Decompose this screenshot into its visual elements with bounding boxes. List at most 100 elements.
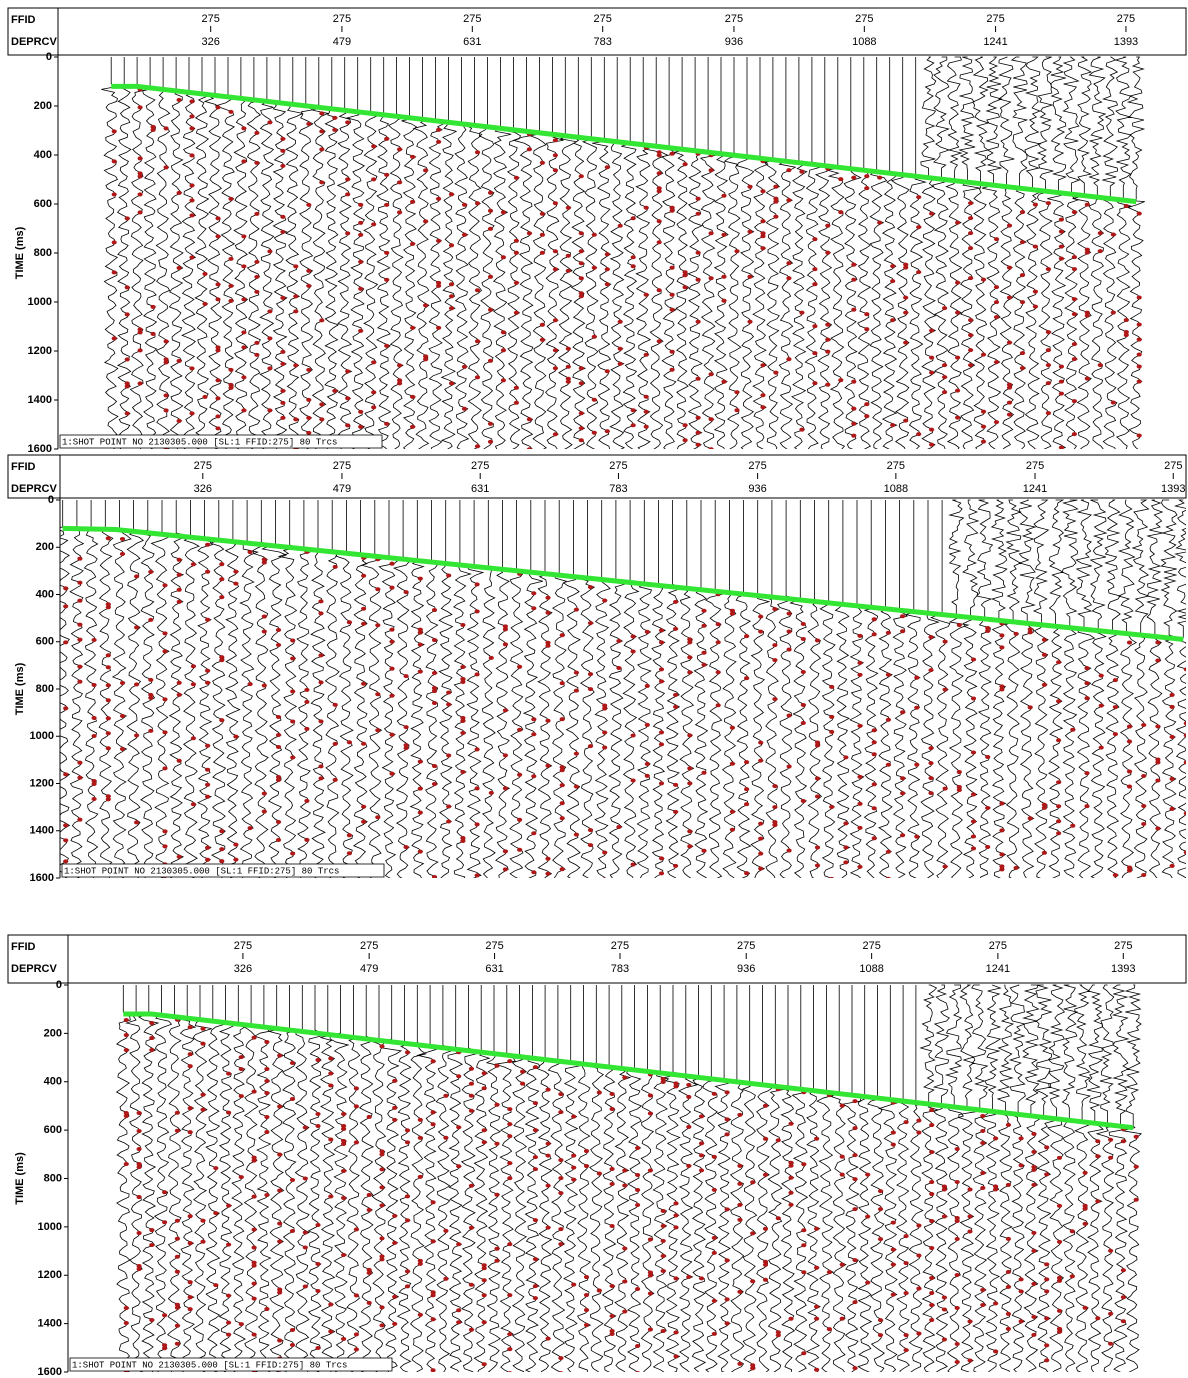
trace-fill (1041, 802, 1047, 807)
trace-fill (448, 294, 455, 299)
trace-fill (371, 390, 377, 395)
trace-fill (474, 444, 481, 449)
trace-fill (392, 1105, 398, 1110)
trace-fill (871, 836, 877, 841)
trace-fill (916, 195, 922, 200)
trace-fill (673, 1330, 679, 1335)
trace-fill (814, 863, 821, 868)
trace-fill (1044, 1316, 1050, 1321)
trace-fill (956, 788, 962, 793)
trace-fill (980, 1113, 986, 1118)
trace-fill (760, 246, 766, 251)
trace-fill (289, 1178, 296, 1183)
trace-fill (673, 1201, 679, 1206)
trace-fill (371, 144, 377, 149)
trace-fill (1041, 637, 1047, 642)
trace-fill (468, 1183, 474, 1188)
trace-fill (264, 1115, 270, 1120)
trace-fill (890, 1142, 896, 1147)
trace-fill (775, 1333, 781, 1338)
trace-fill (644, 629, 650, 634)
trace-fill (1082, 1206, 1088, 1211)
trace-fill (967, 1214, 973, 1219)
trace-fill (999, 801, 1005, 806)
trace-fill (729, 827, 736, 832)
trace-fill (431, 638, 438, 643)
trace-fill (760, 231, 766, 236)
trace-fill (750, 1279, 756, 1284)
trace-fill (162, 730, 168, 735)
trace-fill (565, 268, 571, 273)
trace-fill (91, 682, 97, 687)
trace-fill (1056, 1278, 1063, 1283)
y-tick-label: 1600 (30, 872, 54, 884)
trace-fill (775, 1216, 781, 1221)
trace-fill (578, 276, 584, 281)
x-tick-label: 479 (333, 36, 351, 48)
trace-fill (786, 848, 792, 853)
trace-fill (800, 720, 806, 725)
plot-area (101, 56, 1146, 449)
trace-fill (1120, 1319, 1126, 1324)
trace-fill (319, 147, 325, 152)
trace-fill (885, 717, 892, 722)
y-tick-label: 1000 (38, 1221, 62, 1233)
trace-fill (124, 216, 130, 221)
ffid-label: 275 (1164, 460, 1182, 472)
trace-fill (306, 430, 312, 435)
trace-fill (647, 1273, 654, 1278)
trace-fill (890, 1292, 896, 1297)
trace-fill (91, 637, 97, 642)
trace-fill (559, 717, 565, 722)
trace-fill (734, 249, 740, 254)
trace-fill (573, 751, 580, 756)
trace-fill (213, 1283, 219, 1288)
trace-fill (358, 424, 364, 429)
trace-fill (275, 744, 282, 749)
trace-fill (711, 1154, 717, 1159)
trace-fill (903, 1291, 909, 1296)
trace-fill (277, 1290, 283, 1295)
trace-fill (190, 682, 196, 687)
footer-text: 1:SHOT POINT NO 2130305.000 [SL:1 FFID:2… (64, 866, 339, 876)
trace-fill (448, 306, 455, 311)
trace-fill (929, 1192, 935, 1197)
trace-fill (162, 1220, 168, 1225)
trace-fill (772, 697, 778, 702)
trace-fill (851, 421, 857, 426)
trace-fill (105, 536, 111, 541)
trace-fill (656, 150, 662, 155)
trace-fill (319, 111, 325, 116)
trace-fill (137, 210, 143, 215)
trace-fill (353, 1104, 359, 1109)
trace-fill (431, 686, 438, 691)
trace-fill (460, 679, 466, 684)
trace-fill (660, 1079, 666, 1084)
trace-fill (609, 1314, 615, 1319)
trace-fill (871, 740, 877, 745)
trace-fill (827, 1372, 832, 1376)
trace-fill (852, 1207, 858, 1212)
trace-fill (985, 754, 991, 759)
trace-fill (532, 1284, 539, 1289)
trace-fill (430, 1317, 436, 1322)
trace-fill (150, 304, 156, 309)
trace-fill (695, 250, 701, 255)
trace-fill (660, 1238, 666, 1243)
trace-fill (928, 776, 934, 781)
trace-fill (353, 1347, 359, 1352)
trace-fill (77, 817, 83, 822)
trace-fill (318, 599, 324, 604)
trace-fill (481, 1266, 487, 1271)
trace-fill (630, 423, 636, 428)
trace-fill (150, 331, 156, 336)
trace-fill (328, 1194, 334, 1199)
trace-fill (851, 277, 857, 282)
trace-fill (111, 240, 117, 245)
trace-fill (293, 294, 299, 299)
trace-fill (900, 791, 906, 796)
trace-fill (747, 184, 753, 189)
trace-fill (190, 664, 196, 669)
trace-fill (500, 378, 506, 383)
trace-fill (306, 121, 312, 126)
